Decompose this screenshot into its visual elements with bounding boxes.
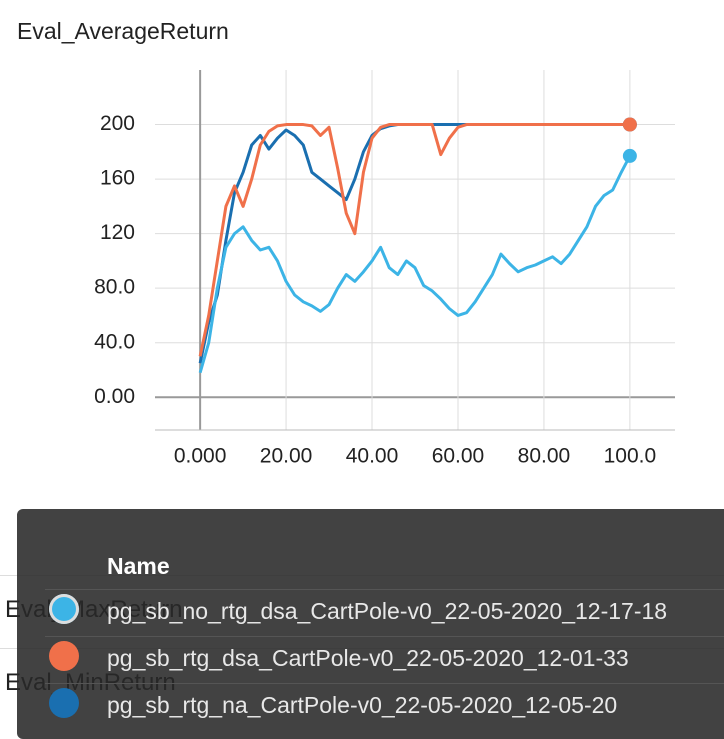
legend-swatch bbox=[49, 688, 79, 718]
tooltip-row: pg_sb_rtg_na_CartPole-v0_22-05-2020_12-0… bbox=[45, 683, 724, 724]
y-tick-label: 80.0 bbox=[94, 276, 135, 299]
legend-label: pg_sb_rtg_dsa_CartPole-v0_22-05-2020_12-… bbox=[107, 645, 629, 671]
legend-swatch bbox=[49, 641, 79, 671]
x-tick-label: 80.00 bbox=[518, 445, 571, 468]
y-tick-label: 0.00 bbox=[94, 385, 135, 408]
tooltip-header: Name bbox=[107, 553, 170, 579]
chart: Eval_AverageReturn 0.00 40.0 80.0 120 160 200… bbox=[17, 18, 675, 468]
y-tick-label: 200 bbox=[100, 112, 135, 135]
x-tick-label: 40.00 bbox=[346, 445, 399, 468]
tooltip-row: pg_sb_rtg_dsa_CartPole-v0_22-05-2020_12-… bbox=[45, 636, 724, 677]
legend-label: pg_sb_rtg_na_CartPole-v0_22-05-2020_12-0… bbox=[107, 692, 618, 718]
series-line bbox=[198, 123, 630, 357]
x-tick-label: 0.000 bbox=[174, 445, 227, 468]
x-tick-label: 20.00 bbox=[260, 445, 313, 468]
plot-area bbox=[155, 70, 675, 430]
x-tick-label: 100.0 bbox=[604, 445, 657, 468]
y-tick-label: 40.0 bbox=[94, 330, 135, 353]
chart-title: Eval_AverageReturn bbox=[17, 18, 229, 44]
x-tick-label: 60.00 bbox=[432, 445, 485, 468]
tooltip-row: pg_sb_no_rtg_dsa_CartPole-v0_22-05-2020_… bbox=[45, 589, 724, 630]
y-tick-label: 120 bbox=[100, 221, 135, 244]
legend-label: pg_sb_no_rtg_dsa_CartPole-v0_22-05-2020_… bbox=[107, 598, 668, 624]
legend-swatch bbox=[49, 594, 79, 624]
end-point bbox=[622, 148, 637, 163]
tooltip: Name pg_sb_no_rtg_dsa_CartPole-v0_22-05-… bbox=[17, 509, 724, 739]
end-point bbox=[622, 117, 637, 132]
series-line bbox=[198, 155, 632, 374]
y-tick-label: 160 bbox=[100, 167, 135, 190]
